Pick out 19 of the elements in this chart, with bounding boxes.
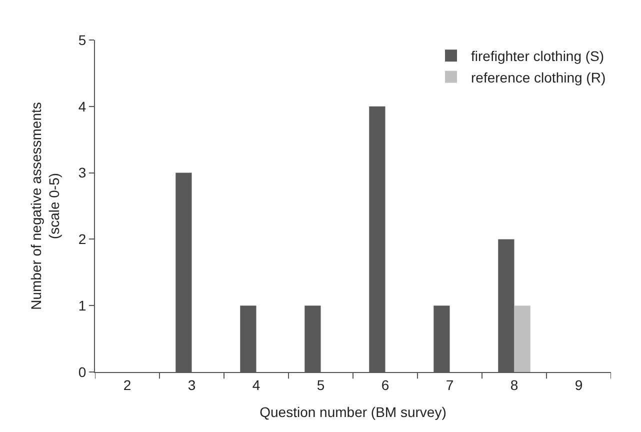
x-tick-label: 2 (123, 376, 132, 393)
x-tick-label: 6 (381, 376, 390, 393)
x-tick-label: 8 (510, 376, 518, 393)
y-tick-label: 0 (78, 364, 86, 380)
y-tick-label: 4 (78, 98, 86, 114)
y-tick-label: 2 (78, 231, 86, 248)
x-tick-label: 4 (252, 376, 260, 393)
x-tick-label: 3 (188, 376, 196, 393)
y-tick-label: 3 (78, 164, 86, 181)
x-axis-title: Question number (BM survey) (260, 404, 446, 420)
y-tick-label: 1 (78, 298, 86, 314)
x-tick-label: 5 (316, 376, 325, 393)
y-tick-label: 5 (78, 32, 86, 48)
legend-label: reference clothing (R) (471, 69, 606, 86)
x-tick-label: 9 (574, 376, 583, 393)
x-tick-label: 7 (446, 376, 454, 393)
legend-label: firefighter clothing (S) (471, 48, 604, 64)
y-axis-title: Number of negative assessments (scale 0-5) (28, 102, 62, 310)
bar (514, 306, 530, 372)
